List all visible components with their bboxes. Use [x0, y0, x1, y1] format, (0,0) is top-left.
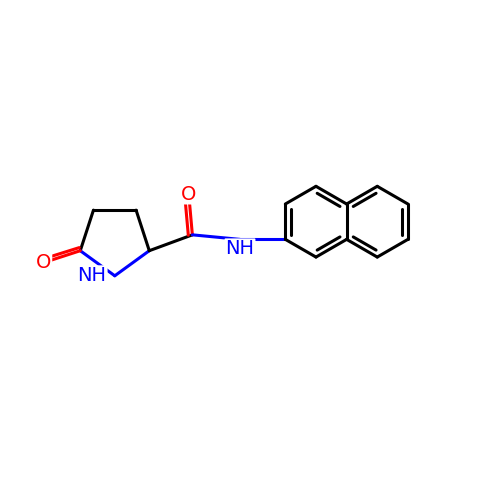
Text: O: O: [36, 253, 51, 272]
Text: O: O: [181, 184, 196, 204]
Text: NH: NH: [78, 266, 107, 285]
Text: NH: NH: [226, 240, 254, 258]
